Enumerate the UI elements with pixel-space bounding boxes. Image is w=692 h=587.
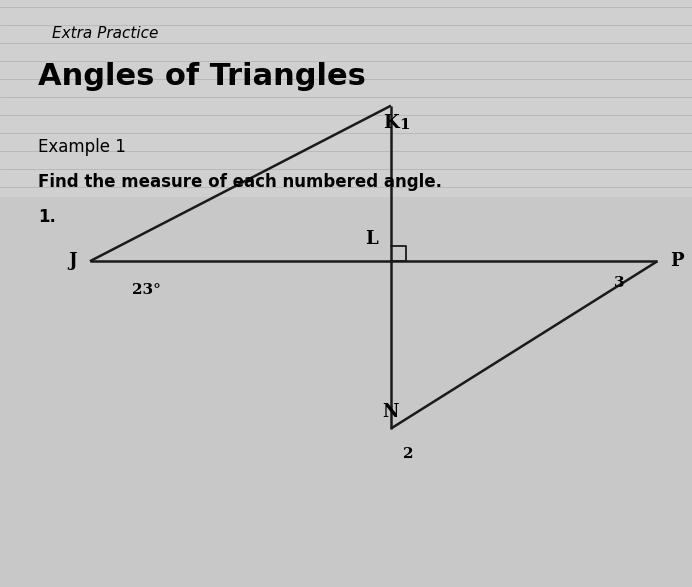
Text: Example 1: Example 1 (38, 138, 126, 156)
Text: K: K (383, 114, 399, 131)
Text: N: N (383, 403, 399, 420)
Text: 3: 3 (614, 276, 625, 290)
Text: 23°: 23° (132, 283, 161, 297)
Text: 1: 1 (399, 117, 410, 131)
Text: J: J (69, 252, 77, 270)
Text: L: L (365, 230, 378, 248)
Text: P: P (671, 252, 684, 270)
Text: Extra Practice: Extra Practice (52, 26, 158, 42)
FancyBboxPatch shape (0, 197, 692, 587)
Text: 2: 2 (403, 447, 414, 461)
Text: Find the measure of each numbered angle.: Find the measure of each numbered angle. (38, 173, 442, 191)
Text: Angles of Triangles: Angles of Triangles (38, 62, 366, 90)
Text: 1.: 1. (38, 208, 56, 227)
